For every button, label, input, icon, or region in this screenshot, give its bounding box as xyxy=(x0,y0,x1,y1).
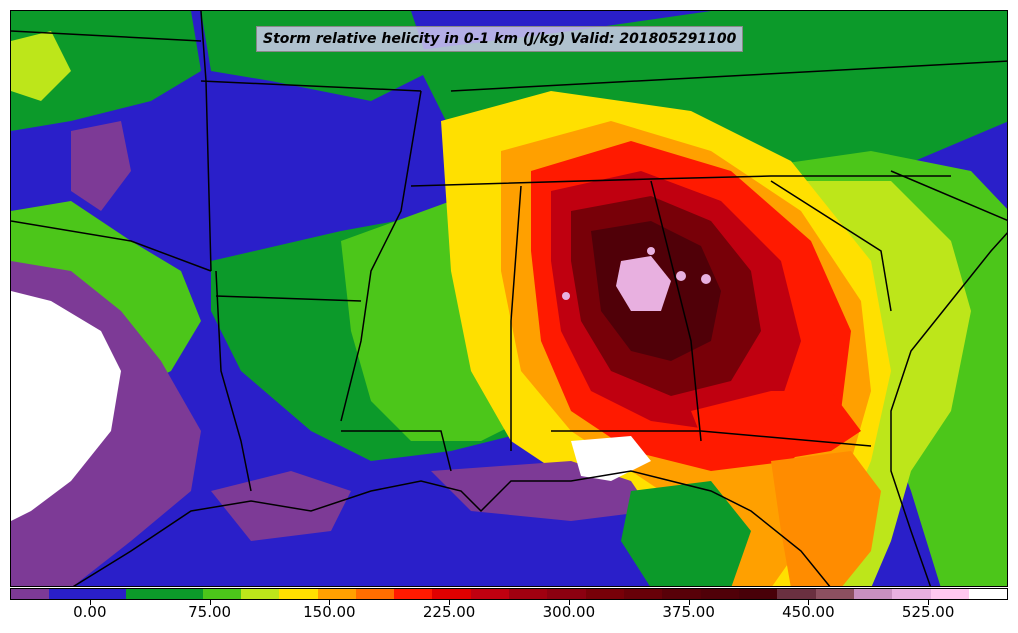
colorbar-segment xyxy=(202,589,241,599)
colorbar-tick-label: 450.00 xyxy=(782,603,835,621)
colorbar-tick-label: 75.00 xyxy=(188,603,232,621)
boundary-ga-sc xyxy=(770,180,892,312)
field-white-coast xyxy=(571,436,651,481)
colorbar-tick-mark xyxy=(329,600,331,605)
colorbar-tick-label: 0.00 xyxy=(73,603,107,621)
colorbar-segment xyxy=(930,589,969,599)
colorbar xyxy=(10,588,1008,600)
field-red-southeast xyxy=(691,391,861,461)
colorbar-segment xyxy=(317,589,356,599)
colorbar-segment xyxy=(11,589,50,599)
field-pink-spot-3 xyxy=(562,292,570,300)
map-panel: Storm relative helicity in 0-1 km (J/kg)… xyxy=(10,10,1008,587)
colorbar-segment xyxy=(509,589,548,599)
colorbar-segment xyxy=(777,589,816,599)
colorbar-tick-mark xyxy=(89,600,91,605)
colorbar-tick-label: 300.00 xyxy=(542,603,596,621)
colorbar-segment xyxy=(355,589,395,599)
colorbar-tick-label: 150.00 xyxy=(303,603,356,621)
colorbar-segment xyxy=(624,589,663,599)
field-green-northwest xyxy=(11,11,201,131)
colorbar-segment xyxy=(49,589,88,599)
colorbar-segment xyxy=(432,589,471,599)
colorbar-segment xyxy=(164,589,203,599)
field-purple-nw-blob xyxy=(71,121,131,211)
colorbar-segment xyxy=(240,589,280,599)
boundary-tn-south xyxy=(410,175,951,187)
boundary-tx-ok xyxy=(11,220,212,272)
boundary-tx-la xyxy=(215,270,252,492)
field-green-gulf xyxy=(621,481,751,586)
colorbar-tick-label: 375.00 xyxy=(662,603,715,621)
colorbar-segment xyxy=(662,589,701,599)
boundary-mississippi-river xyxy=(340,90,422,422)
colorbar-tick-mark xyxy=(568,600,570,605)
colorbar-segment xyxy=(585,589,624,599)
map-title: Storm relative helicity in 0-1 km (J/kg)… xyxy=(263,31,737,47)
gulf-coastline xyxy=(72,470,831,586)
colorbar-tick-mark xyxy=(449,600,451,605)
field-pink-spot-4 xyxy=(647,247,655,255)
boundary-nc-sc xyxy=(890,170,1007,221)
colorbar-segment xyxy=(700,589,739,599)
colorbar-segment xyxy=(892,589,931,599)
helicity-field-map xyxy=(11,11,1007,586)
colorbar-segment xyxy=(547,589,586,599)
colorbar-tick-label: 225.00 xyxy=(422,603,476,621)
field-yellow-northwest xyxy=(11,31,71,101)
colorbar-ticks: 0.00 75.00 150.00 225.00 300.00 375.00 450.00 5… xyxy=(10,600,1008,633)
boundary-tn-north xyxy=(450,60,1007,92)
boundary-ok-ks xyxy=(11,30,202,42)
colorbar-segment xyxy=(125,589,165,599)
field-pink-core xyxy=(616,256,671,311)
colorbar-tick-mark xyxy=(688,600,690,605)
field-pink-spot-2 xyxy=(701,274,711,284)
field-white-west xyxy=(11,291,121,521)
colorbar-segment xyxy=(470,589,510,599)
boundary-al-ga xyxy=(650,180,702,442)
colorbar-tick-mark xyxy=(209,600,211,605)
field-orange-florida xyxy=(771,451,881,586)
boundary-la-south xyxy=(341,430,452,472)
map-title-box: Storm relative helicity in 0-1 km (J/kg)… xyxy=(256,26,744,52)
colorbar-segment xyxy=(394,589,433,599)
state-boundaries xyxy=(11,11,1007,492)
boundary-ms-al xyxy=(510,185,522,451)
colorbar-tick-label: 525.00 xyxy=(901,603,955,621)
boundary-ar-mo xyxy=(200,80,422,92)
colorbar-segment xyxy=(853,589,893,599)
field-green-west xyxy=(11,201,201,391)
boundary-fl-north xyxy=(551,430,872,447)
colorbar-segment xyxy=(968,589,1008,599)
colorbar-segment xyxy=(279,589,318,599)
colorbar-segment xyxy=(815,589,854,599)
field-green-northeast xyxy=(411,11,1007,181)
colorbar-tick-mark xyxy=(928,600,930,605)
colorbar-segment xyxy=(87,589,126,599)
atlantic-coastline xyxy=(890,232,1007,586)
colorbar-tick-mark xyxy=(808,600,810,605)
field-pink-spot-1 xyxy=(676,271,686,281)
boundary-ar-la xyxy=(215,295,362,302)
colorbar-segment xyxy=(738,589,778,599)
